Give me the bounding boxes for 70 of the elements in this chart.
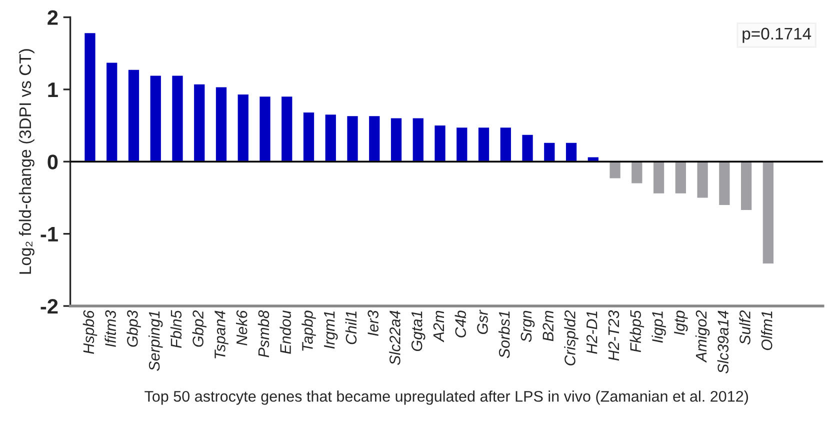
x-tick-label: Crispld2 xyxy=(564,310,578,366)
bar xyxy=(214,86,228,162)
bar xyxy=(455,126,469,162)
bar xyxy=(630,160,644,185)
x-tick-label: Olfm1 xyxy=(761,311,772,350)
y-tick-label: -1 xyxy=(40,227,58,242)
bar xyxy=(718,160,732,206)
bar xyxy=(696,160,710,200)
y-tick-label: 1 xyxy=(48,82,58,97)
bar xyxy=(148,74,162,162)
bar xyxy=(280,95,294,162)
x-tick-label: Sorbs1 xyxy=(498,311,510,358)
x-tick-label: Gbp2 xyxy=(192,310,206,347)
x-tick-label: Psmb8 xyxy=(258,310,270,358)
bar xyxy=(105,61,119,162)
bar xyxy=(302,111,316,162)
bar xyxy=(433,124,447,162)
bar xyxy=(324,113,338,162)
bar xyxy=(542,141,556,162)
y-tick-label: -2 xyxy=(40,299,58,314)
x-tick-label: Fbln5 xyxy=(170,310,182,348)
x-tick-label: Gsr xyxy=(477,310,488,334)
x-tick-label: B2m xyxy=(542,310,554,342)
bar xyxy=(674,160,688,195)
x-tick-label: Hspb6 xyxy=(82,310,98,354)
bar xyxy=(740,160,754,212)
x-tick-label: Irgm1 xyxy=(324,311,338,349)
bar xyxy=(477,126,490,162)
x-tick-label: C4b xyxy=(454,310,466,338)
bar xyxy=(368,114,382,162)
bar xyxy=(411,116,425,162)
bar xyxy=(564,141,578,162)
x-tick-label: Chil1 xyxy=(345,311,357,344)
x-tick-label: Ier3 xyxy=(368,310,378,336)
annotation: p=0.1714 xyxy=(742,28,812,43)
x-tick-label: H2-D1 xyxy=(586,311,598,354)
x-axis-title: Top 50 astrocyte genes that became upregulated after LPS in vivo (Zamanian et al. 2012) xyxy=(144,390,748,405)
x-tick-label: Sulf2 xyxy=(739,310,750,345)
x-tick-label: H2-T23 xyxy=(608,310,620,361)
x-tick-label: Serping1 xyxy=(148,311,163,371)
x-tick-label: Iigp1 xyxy=(652,311,666,343)
x-tick-label: Tspan4 xyxy=(214,310,228,358)
x-tick-label: A2m xyxy=(433,310,444,342)
bar xyxy=(346,114,360,162)
bar xyxy=(498,126,512,162)
bar xyxy=(236,93,250,162)
bar xyxy=(83,32,97,162)
x-tick-label: Ggta1 xyxy=(411,311,426,352)
bar xyxy=(192,82,206,162)
x-tick-label: Ifitm3 xyxy=(104,310,116,347)
bar xyxy=(761,160,775,265)
x-tick-label: Slc22a4 xyxy=(389,310,400,365)
x-tick-label: Igtp xyxy=(674,310,688,336)
x-tick-label: Srgn xyxy=(520,310,535,342)
x-tick-label: Endou xyxy=(280,310,291,354)
x-tick-label: Amigo2 xyxy=(695,310,710,363)
bar xyxy=(170,74,184,162)
bar xyxy=(258,95,272,162)
x-tick-label: Gbp3 xyxy=(126,310,141,347)
x-tick-label: Tapbp xyxy=(302,310,316,351)
bar xyxy=(127,68,140,162)
bar xyxy=(390,116,403,162)
bar xyxy=(520,133,534,162)
x-tick-label: Fkbp5 xyxy=(630,310,644,352)
y-tick-label: 0 xyxy=(48,154,58,170)
x-tick-label: Slc39a14 xyxy=(717,310,729,374)
bar xyxy=(652,160,666,195)
y-axis-title: Log₂ fold-change (3DPI vs CT) xyxy=(18,49,34,274)
y-tick-label: 2 xyxy=(48,10,58,25)
x-tick-label: Nek6 xyxy=(236,310,248,346)
